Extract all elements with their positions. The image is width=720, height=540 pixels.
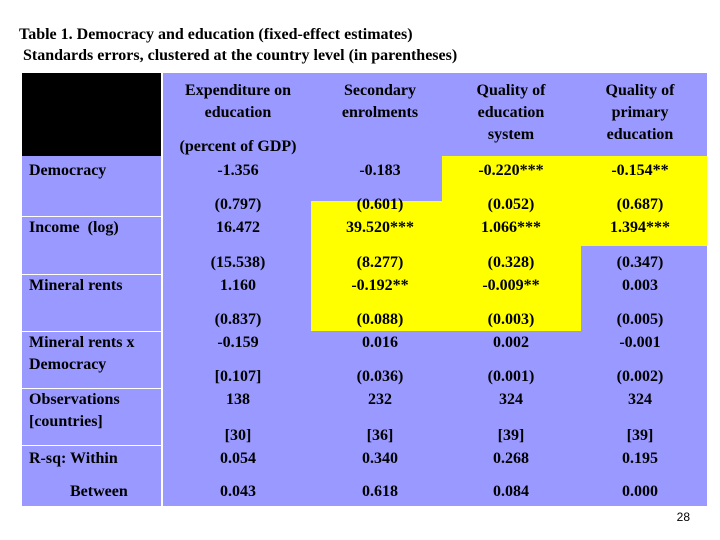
row-divider — [22, 274, 161, 275]
row-label-line: Democracy — [29, 356, 107, 373]
row-label-rsq-between: Between — [70, 483, 128, 500]
se-cell: [30] — [224, 427, 252, 444]
column-header-secondary: Secondary enrolments — [320, 80, 440, 124]
column-header-expenditure-sub: (percent of GDP) — [179, 138, 297, 155]
header-line: enrolments — [341, 104, 419, 121]
header-line: Quality of — [476, 82, 546, 99]
header-line: education — [606, 126, 674, 143]
row-divider — [22, 216, 161, 217]
coef-cell: 0.016 — [362, 334, 398, 351]
coef-cell: 16.472 — [216, 219, 260, 236]
row-divider — [22, 388, 161, 389]
header-corner-block — [22, 73, 161, 156]
header-line: Quality of — [605, 82, 675, 99]
row-divider — [22, 445, 161, 446]
column-header-quality-primary: Quality of primary education — [580, 80, 700, 146]
row-label-mineral-x-democracy: Mineral rents x Democracy — [29, 332, 134, 376]
highlight-right-block — [581, 201, 707, 246]
se-cell: (0.005) — [616, 311, 664, 328]
row-label-line: Mineral rents x — [29, 334, 135, 351]
coef-cell: 0.000 — [622, 483, 658, 500]
row-label-rsq-within: R-sq: Within — [29, 450, 118, 467]
coef-cell: -0.192** — [351, 277, 409, 294]
coef-cell: 1.066*** — [481, 219, 541, 236]
row-label-income: Income (log) — [29, 219, 119, 236]
coef-cell: 1.160 — [220, 277, 256, 294]
coef-cell: -0.001 — [619, 334, 661, 351]
row-label-democracy: Democracy — [29, 162, 107, 179]
se-cell: [39] — [497, 427, 525, 444]
coef-cell: 0.195 — [622, 450, 658, 467]
coef-cell: 0.340 — [362, 450, 398, 467]
coef-cell: 39.520*** — [346, 219, 414, 236]
row-label-line: Observations — [29, 391, 120, 408]
se-cell: (0.036) — [356, 368, 404, 385]
row-label-observations: Observations [countries] — [29, 389, 120, 433]
se-cell: [0.107] — [214, 368, 262, 385]
title-line-1: Table 1. Democracy and education (fixed-… — [19, 26, 413, 43]
header-line: Secondary — [344, 82, 416, 99]
coef-cell: -0.159 — [217, 334, 259, 351]
header-line: system — [487, 126, 535, 143]
coef-cell: 324 — [499, 391, 523, 408]
coef-cell: 0.002 — [493, 334, 529, 351]
page-number: 28 — [676, 510, 690, 524]
coef-cell: 232 — [368, 391, 392, 408]
coef-cell: -0.154** — [611, 162, 669, 179]
se-cell: (0.797) — [214, 196, 262, 213]
highlight-mid-block — [311, 201, 581, 331]
se-cell: (0.328) — [487, 254, 535, 271]
se-cell: (8.277) — [356, 254, 404, 271]
row-divider — [22, 331, 161, 332]
se-cell: (0.837) — [214, 311, 262, 328]
header-line: education — [477, 104, 545, 121]
coef-cell: 138 — [226, 391, 250, 408]
header-line: education — [204, 104, 272, 121]
coef-cell: -0.220*** — [478, 162, 544, 179]
coef-cell: -0.009** — [482, 277, 540, 294]
coef-cell: 1.394*** — [610, 219, 670, 236]
se-cell: (0.002) — [616, 368, 664, 385]
row-label-mineral-rents: Mineral rents — [29, 277, 123, 294]
se-cell: (0.347) — [616, 254, 664, 271]
se-cell: [36] — [366, 427, 394, 444]
column-header-expenditure: Expenditure on education — [163, 80, 313, 124]
coef-cell: -1.356 — [217, 162, 259, 179]
coef-cell: 0.268 — [493, 450, 529, 467]
se-cell: (0.003) — [487, 311, 535, 328]
coef-cell: -0.183 — [359, 162, 401, 179]
coef-cell: 0.054 — [220, 450, 256, 467]
se-cell: (0.001) — [487, 368, 535, 385]
column-header-quality-education: Quality of education system — [451, 80, 571, 146]
coef-cell: 0.618 — [362, 483, 398, 500]
se-cell: (0.088) — [356, 311, 404, 328]
row-label-line: [countries] — [29, 413, 103, 430]
title-line-2: Standards errors, clustered at the count… — [23, 47, 458, 64]
highlight-top-block — [442, 156, 707, 201]
se-cell: (15.538) — [210, 254, 266, 271]
coef-cell: 324 — [628, 391, 652, 408]
coef-cell: 0.043 — [220, 483, 256, 500]
se-cell: (0.052) — [487, 196, 535, 213]
se-cell: [39] — [626, 427, 654, 444]
se-cell: (0.601) — [356, 196, 404, 213]
coef-cell: 0.003 — [622, 277, 658, 294]
se-cell: (0.687) — [616, 196, 664, 213]
coef-cell: 0.084 — [493, 483, 529, 500]
header-line: primary — [611, 104, 669, 121]
table-title: Table 1. Democracy and education (fixed-… — [19, 24, 457, 66]
header-line: Expenditure on — [185, 82, 291, 99]
